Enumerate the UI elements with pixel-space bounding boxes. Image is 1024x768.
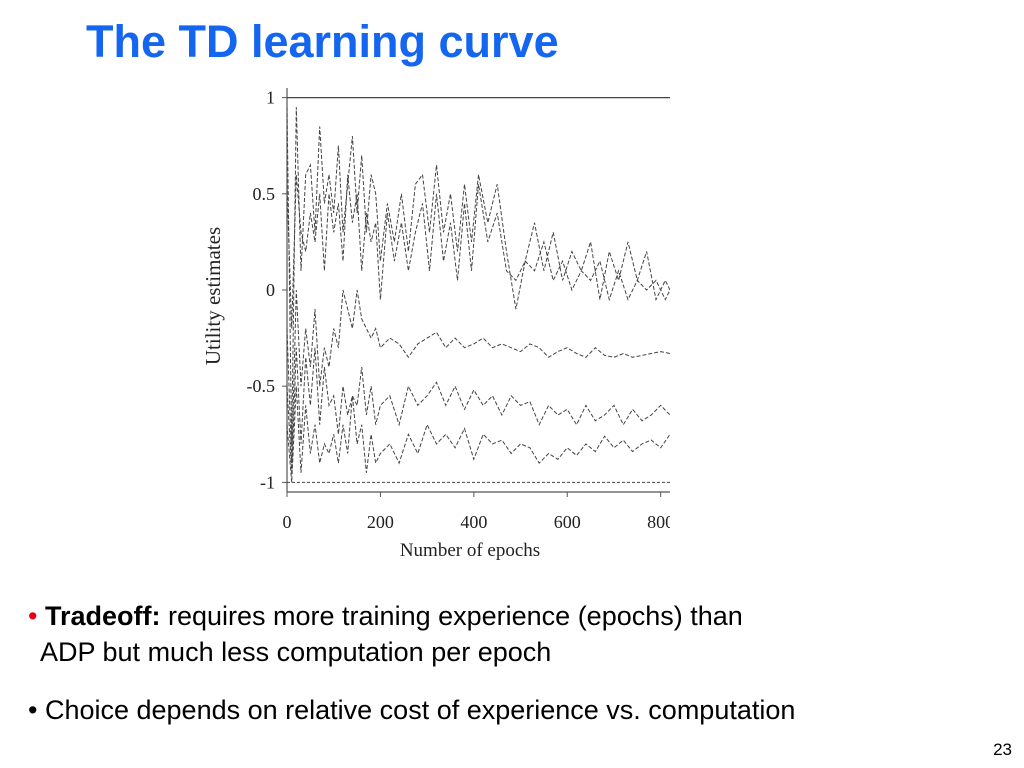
series-line-6 — [286, 347, 670, 473]
td-learning-curve-chart: 1 0.5 0 -0.5 -1 0 200 400 600 800 Number of epoch… — [201, 88, 671, 561]
slide-title: The TD learning curve — [86, 16, 559, 67]
chart-ticks-group: 1 0.5 0 -0.5 -1 0 200 400 600 800 — [247, 88, 671, 532]
y-tick-label: 0.5 — [253, 184, 276, 204]
x-tick-label: 0 — [283, 512, 292, 532]
x-tick-label: 200 — [367, 512, 394, 532]
bullet-marker: • — [28, 601, 38, 631]
bullet-text-line1: requires more training experience (epoch… — [160, 601, 743, 631]
bullet-tradeoff: • Tradeoff: requires more training exper… — [28, 598, 1018, 670]
y-tick-label: -1 — [260, 472, 275, 492]
chart-series-group — [286, 96, 670, 483]
bullet-choice: • Choice depends on relative cost of exp… — [28, 692, 1018, 728]
y-tick-label: 1 — [266, 88, 275, 108]
series-line-5 — [286, 289, 670, 464]
x-tick-label: 600 — [554, 512, 581, 532]
y-tick-label: 0 — [266, 280, 275, 300]
bullet-text: Choice depends on relative cost of exper… — [37, 695, 796, 725]
bullet-bold-lead: Tradeoff: — [44, 601, 161, 631]
series-line-7 — [286, 386, 670, 483]
series-line-4 — [286, 174, 670, 329]
y-axis-label: Utility estimates — [201, 227, 225, 365]
y-tick-label: -0.5 — [247, 376, 276, 396]
x-tick-label: 400 — [460, 512, 487, 532]
x-tick-label: 800 — [647, 512, 670, 532]
series-line-3 — [286, 107, 670, 444]
x-axis-label: Number of epochs — [400, 540, 540, 561]
page-number: 23 — [993, 740, 1012, 759]
bullet-text-line2: ADP but much less computation per epoch — [40, 637, 552, 667]
bullet-marker: • — [28, 695, 38, 725]
bullet-list: • Tradeoff: requires more training exper… — [28, 598, 1018, 728]
